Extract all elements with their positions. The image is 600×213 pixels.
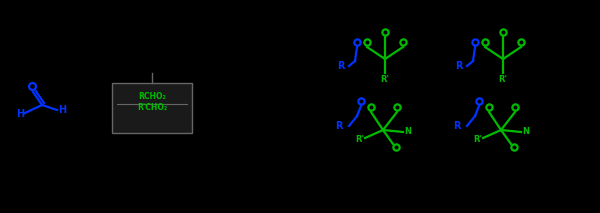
Text: R: R [337,61,345,71]
Text: N: N [523,128,530,137]
Text: RCHO₂: RCHO₂ [138,92,166,101]
Text: R: R [335,121,343,131]
Text: R': R' [380,75,389,83]
Bar [112,83,192,133]
Text: R: R [455,61,463,71]
Text: R: R [453,121,461,131]
Text: R': R' [499,75,508,83]
Text: H: H [58,105,66,115]
Text: N: N [404,128,412,137]
Text: R': R' [473,135,482,144]
Text: R'CHO₂: R'CHO₂ [137,104,167,112]
Text: H: H [16,109,24,119]
Text: R': R' [355,135,365,144]
